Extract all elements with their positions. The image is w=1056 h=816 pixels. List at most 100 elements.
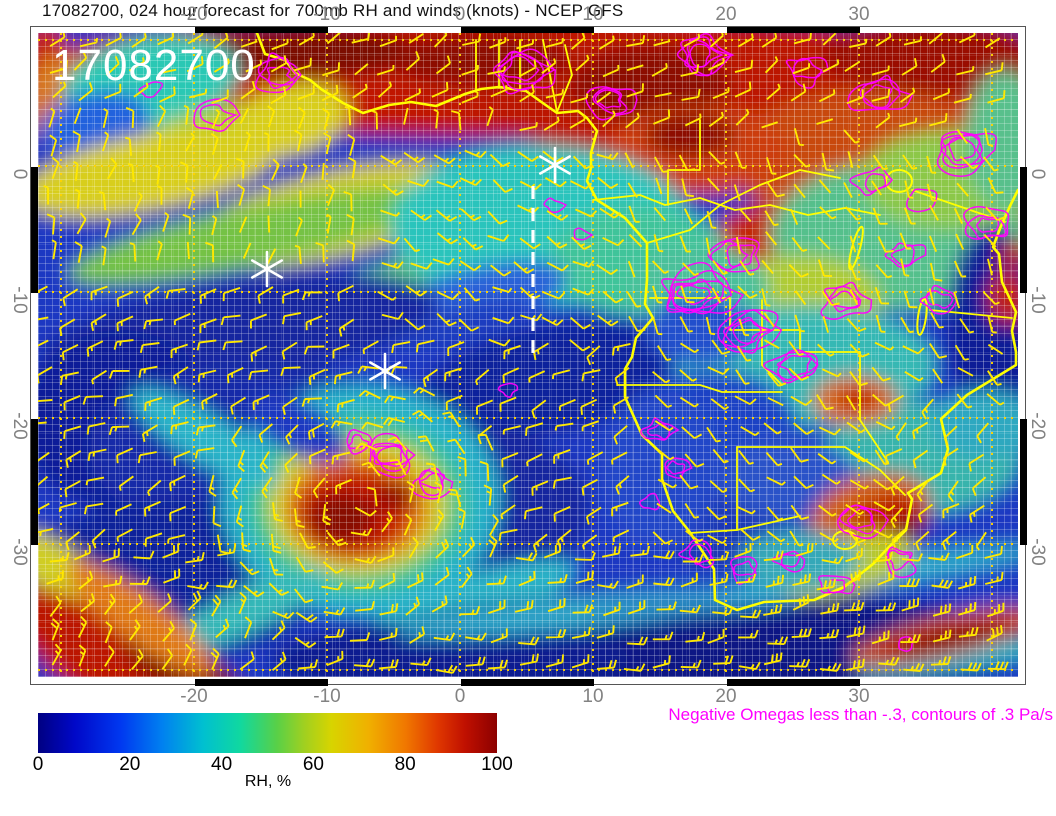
wind-barb [357, 365, 379, 374]
wind-barb [899, 232, 912, 250]
wind-barb [932, 603, 952, 617]
axis-tick-label: 10 [582, 686, 604, 707]
wind-barb [872, 393, 890, 407]
colorbar-tick: 100 [481, 754, 513, 775]
wind-barb [845, 395, 857, 411]
wind-barb [817, 343, 835, 357]
wind-barb [362, 340, 379, 355]
wind-barb [417, 435, 435, 452]
wind-barb [332, 343, 350, 359]
wind-barb [930, 656, 952, 666]
wind-barb [684, 502, 700, 519]
station-asterisk [368, 361, 402, 381]
wind-barb [543, 543, 562, 559]
wind-barb [104, 621, 113, 644]
wind-barb [73, 544, 91, 561]
wind-barb [442, 411, 461, 428]
wind-barb [272, 610, 295, 620]
wind-barb [792, 573, 812, 587]
wind-barb [545, 628, 567, 639]
wind-barb [679, 396, 699, 408]
wind-barb [282, 288, 300, 304]
wind-barb [519, 237, 541, 250]
wind-barb [899, 578, 920, 588]
wind-barb [102, 107, 109, 129]
wind-barb [58, 502, 77, 512]
wind-barb [575, 54, 590, 72]
wind-barb [821, 152, 835, 172]
wind-barb [655, 177, 663, 195]
wind-barb [104, 217, 112, 238]
wind-barb [155, 164, 161, 185]
wind-barb [735, 573, 757, 584]
wind-barb [129, 619, 141, 641]
wind-barb [405, 51, 420, 71]
wind-barb [541, 316, 564, 327]
wind-barb [520, 313, 543, 322]
wind-barb [475, 399, 494, 415]
wind-barb [488, 535, 498, 558]
wind-barb [822, 33, 837, 46]
wind-barb [159, 68, 177, 75]
wind-barb [448, 488, 462, 508]
wind-barb [457, 507, 466, 529]
wind-barb [378, 627, 398, 641]
wind-barb [404, 88, 421, 102]
wind-barb [49, 134, 58, 157]
wind-barb [377, 290, 397, 301]
wind-barb [461, 536, 476, 558]
wind-barb [293, 57, 312, 72]
wind-barb [630, 545, 651, 557]
wind-barb [403, 151, 426, 164]
wind-barb [38, 527, 54, 537]
wind-barb [377, 236, 401, 245]
wind-barb [213, 33, 229, 50]
wind-barb [215, 190, 219, 208]
wind-barb [901, 597, 920, 612]
frame-bar [1020, 419, 1027, 545]
wind-barb [982, 291, 1000, 306]
wind-barb [211, 215, 218, 236]
wind-barb [903, 290, 918, 309]
wind-barb [211, 89, 229, 104]
wind-barb [378, 659, 399, 670]
wind-barb [767, 396, 784, 407]
wind-barb [956, 129, 969, 144]
wind-barb [733, 184, 741, 201]
wind-barb [819, 206, 837, 220]
wind-barb [986, 258, 993, 276]
wind-barb [326, 213, 332, 234]
wind-barb [406, 480, 415, 503]
wind-barb [820, 602, 840, 615]
wind-barb [183, 104, 190, 125]
wind-barb [734, 81, 752, 98]
wind-barb [185, 552, 205, 564]
wind-barb [818, 504, 837, 517]
wind-barb [459, 605, 481, 616]
wind-barb [502, 367, 520, 384]
wind-barb [322, 107, 331, 130]
wind-barb [451, 110, 462, 131]
wind-barb [626, 64, 644, 72]
wind-barb [295, 611, 318, 623]
wind-barb [916, 480, 929, 502]
wind-barb [900, 316, 914, 334]
wind-barb [172, 398, 190, 415]
wind-barb [244, 616, 253, 639]
wind-barb [211, 108, 221, 129]
wind-barb [558, 398, 576, 411]
wind-barb [789, 658, 811, 668]
wind-barb [739, 260, 755, 276]
wind-barb [74, 188, 81, 209]
wind-barb [847, 151, 854, 169]
wind-barb [65, 531, 80, 551]
wind-barb [503, 344, 521, 360]
wind-barb [502, 474, 519, 493]
wind-barb [976, 422, 990, 444]
wind-barb [653, 577, 675, 587]
wind-barb [308, 368, 326, 385]
wind-barb [410, 262, 433, 270]
wind-barb [929, 262, 943, 282]
wind-barb [381, 511, 393, 533]
wind-barb [819, 532, 839, 543]
